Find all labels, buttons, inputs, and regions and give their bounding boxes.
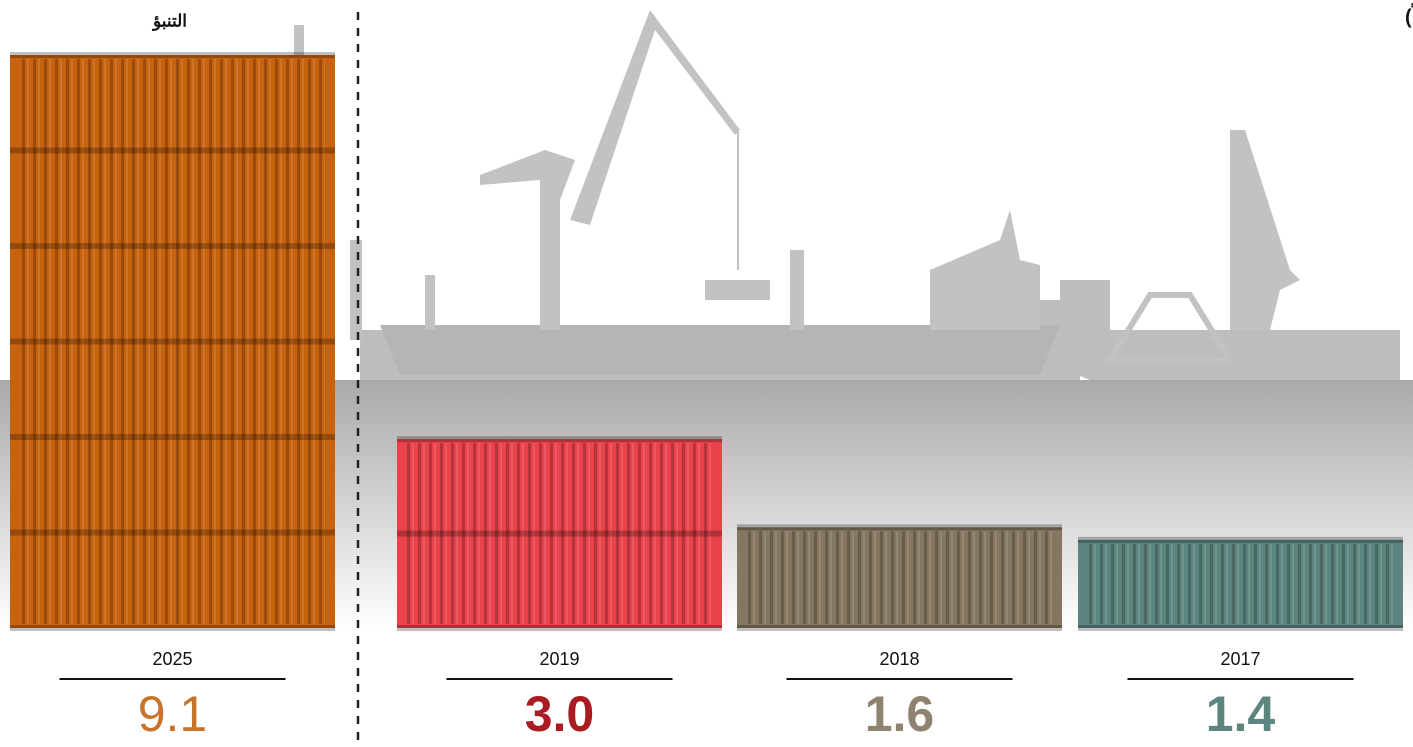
value-label: 1.4 [1206,686,1276,742]
container-seam [1078,625,1403,631]
container-seam [1078,537,1403,543]
container-seam [10,52,335,58]
container-seam [10,339,335,345]
x-tick-label: 2017 [1220,649,1260,669]
container-seam [397,531,722,537]
value-label: 1.6 [865,686,935,742]
container-seam [737,524,1062,530]
container-seam [737,625,1062,631]
container-seam [397,625,722,631]
container-seam [10,148,335,154]
container-seam [10,530,335,536]
container-seam [397,436,722,442]
container-ribs [1088,544,1393,624]
container-ribs [747,531,1052,624]
x-tick-label: 2019 [539,649,579,669]
container-seam [10,625,335,631]
chart-title: الرسم البياني 2: سعة ميناء خليفة (مليون … [1405,2,1413,29]
value-label: 3.0 [525,686,595,742]
x-tick-label: 2025 [152,649,192,669]
container-seam [10,243,335,249]
container-seam [10,434,335,440]
x-tick-label: 2018 [879,649,919,669]
value-label: 9.1 [138,686,208,742]
forecast-label: التنبؤ [151,11,187,31]
chart: الرسم البياني 2: سعة ميناء خليفة (مليون … [0,0,1413,747]
